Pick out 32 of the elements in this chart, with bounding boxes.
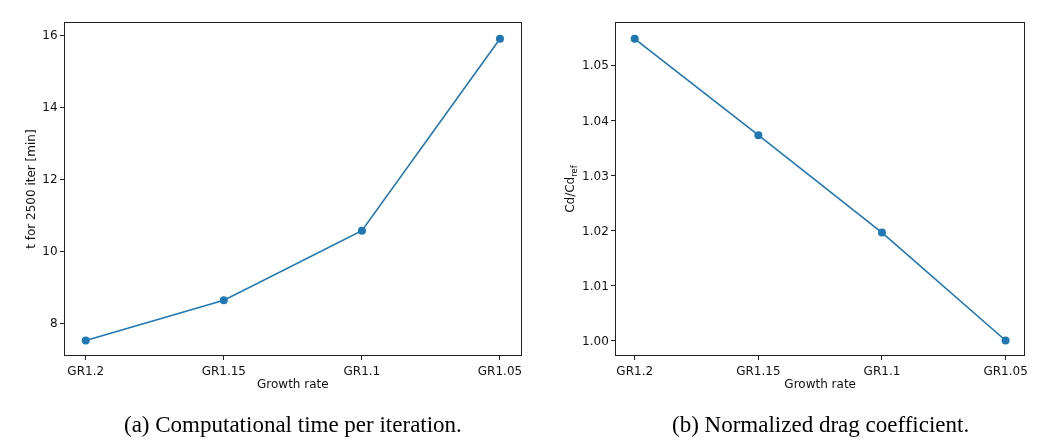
- y-tick-label: 10: [42, 244, 58, 259]
- y-tick-label: 1.01: [582, 278, 609, 293]
- x-tick-label: GR1.1: [863, 363, 901, 378]
- x-tick-label: GR1.1: [343, 363, 381, 378]
- point: [754, 131, 763, 140]
- y-tick-label: 1.04: [582, 113, 609, 128]
- point: [630, 34, 639, 43]
- text: (a) Computational time per iteration.: [124, 412, 462, 437]
- x-tick-label: GR1.2: [616, 363, 654, 378]
- x-axis-title: Growth rate: [257, 376, 329, 391]
- point: [81, 336, 90, 345]
- x-tick-label: GR1.05: [983, 363, 1028, 378]
- x-tick-label: GR1.05: [477, 363, 523, 378]
- text: (b) Normalized drag coefficient.: [672, 412, 970, 437]
- x-tick-label: GR1.15: [736, 363, 781, 378]
- y-tick-label: 1.02: [582, 223, 609, 238]
- y-tick-label: 12: [42, 172, 58, 187]
- y-axis-title: t for 2500 iter [min]: [23, 129, 38, 249]
- x-tick-label: GR1.15: [201, 363, 246, 378]
- y-tick-label: 16: [42, 28, 58, 43]
- point: [495, 34, 504, 43]
- point: [877, 228, 886, 237]
- y-tick-label: 14: [42, 100, 58, 115]
- y-tick-label: 1.00: [582, 333, 609, 348]
- point: [219, 296, 228, 305]
- x-axis-title: Growth rate: [784, 376, 856, 391]
- x-tick-label: GR1.2: [67, 363, 105, 378]
- y-tick-label: 1.03: [582, 168, 609, 183]
- y-tick-label: 1.05: [582, 58, 609, 73]
- y-tick-label: 8: [49, 316, 58, 331]
- point: [357, 226, 366, 235]
- point: [1001, 336, 1010, 345]
